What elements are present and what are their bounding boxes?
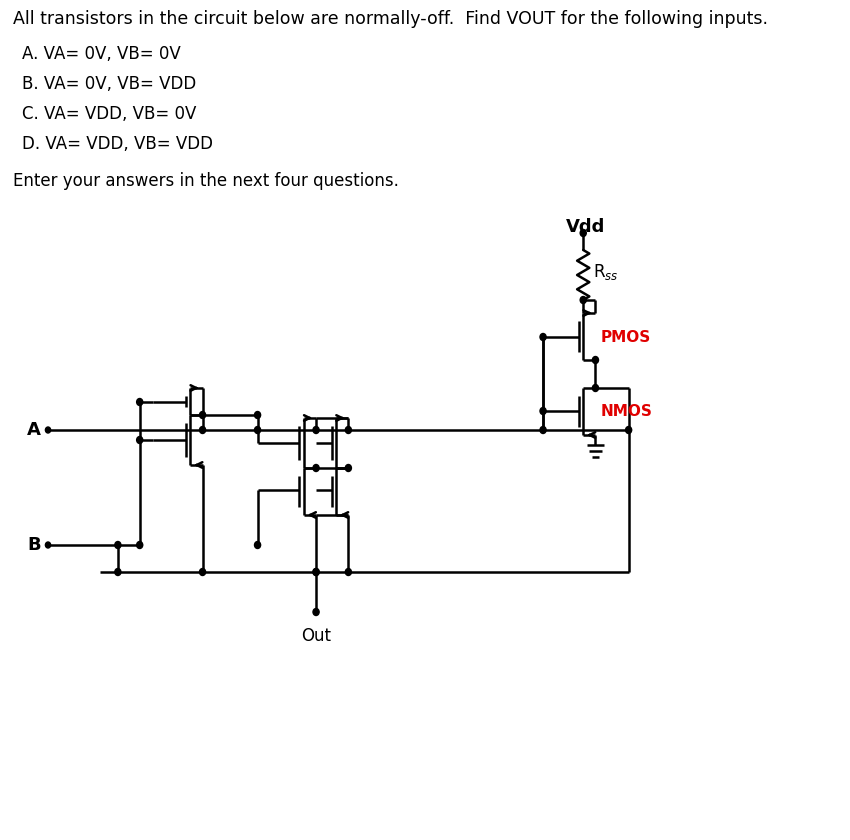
Text: A. VA= 0V, VB= 0V: A. VA= 0V, VB= 0V	[22, 45, 180, 63]
Text: A: A	[27, 421, 41, 439]
Text: D. VA= VDD, VB= VDD: D. VA= VDD, VB= VDD	[22, 135, 212, 153]
Circle shape	[137, 542, 143, 549]
Text: C. VA= VDD, VB= 0V: C. VA= VDD, VB= 0V	[22, 105, 196, 123]
Circle shape	[115, 569, 121, 575]
Circle shape	[345, 465, 351, 471]
Circle shape	[540, 427, 546, 433]
Circle shape	[313, 465, 319, 471]
Circle shape	[345, 427, 351, 433]
Circle shape	[200, 412, 206, 418]
Circle shape	[254, 412, 261, 418]
Circle shape	[115, 542, 121, 549]
Circle shape	[592, 385, 598, 391]
Circle shape	[200, 569, 206, 575]
Text: Vdd: Vdd	[566, 218, 605, 236]
Text: R$_{ss}$: R$_{ss}$	[592, 262, 619, 282]
Circle shape	[313, 569, 319, 575]
Text: B: B	[27, 536, 41, 554]
Circle shape	[592, 356, 598, 364]
Text: NMOS: NMOS	[601, 403, 653, 418]
Circle shape	[540, 407, 546, 414]
Circle shape	[45, 542, 51, 548]
Text: Enter your answers in the next four questions.: Enter your answers in the next four ques…	[13, 172, 399, 190]
Circle shape	[345, 569, 351, 575]
Circle shape	[137, 437, 143, 444]
Circle shape	[313, 569, 319, 575]
Text: B. VA= 0V, VB= VDD: B. VA= 0V, VB= VDD	[22, 75, 196, 93]
Circle shape	[313, 608, 319, 616]
Circle shape	[200, 427, 206, 433]
Text: Out: Out	[301, 627, 331, 645]
Circle shape	[137, 398, 143, 406]
Circle shape	[540, 333, 546, 340]
Text: PMOS: PMOS	[601, 329, 651, 344]
Text: All transistors in the circuit below are normally-off.  Find VOUT for the follow: All transistors in the circuit below are…	[13, 10, 768, 28]
Circle shape	[313, 427, 319, 433]
Circle shape	[254, 542, 261, 549]
Circle shape	[254, 427, 261, 433]
Circle shape	[45, 427, 51, 433]
Circle shape	[626, 427, 632, 433]
Circle shape	[581, 229, 586, 237]
Circle shape	[581, 297, 586, 303]
